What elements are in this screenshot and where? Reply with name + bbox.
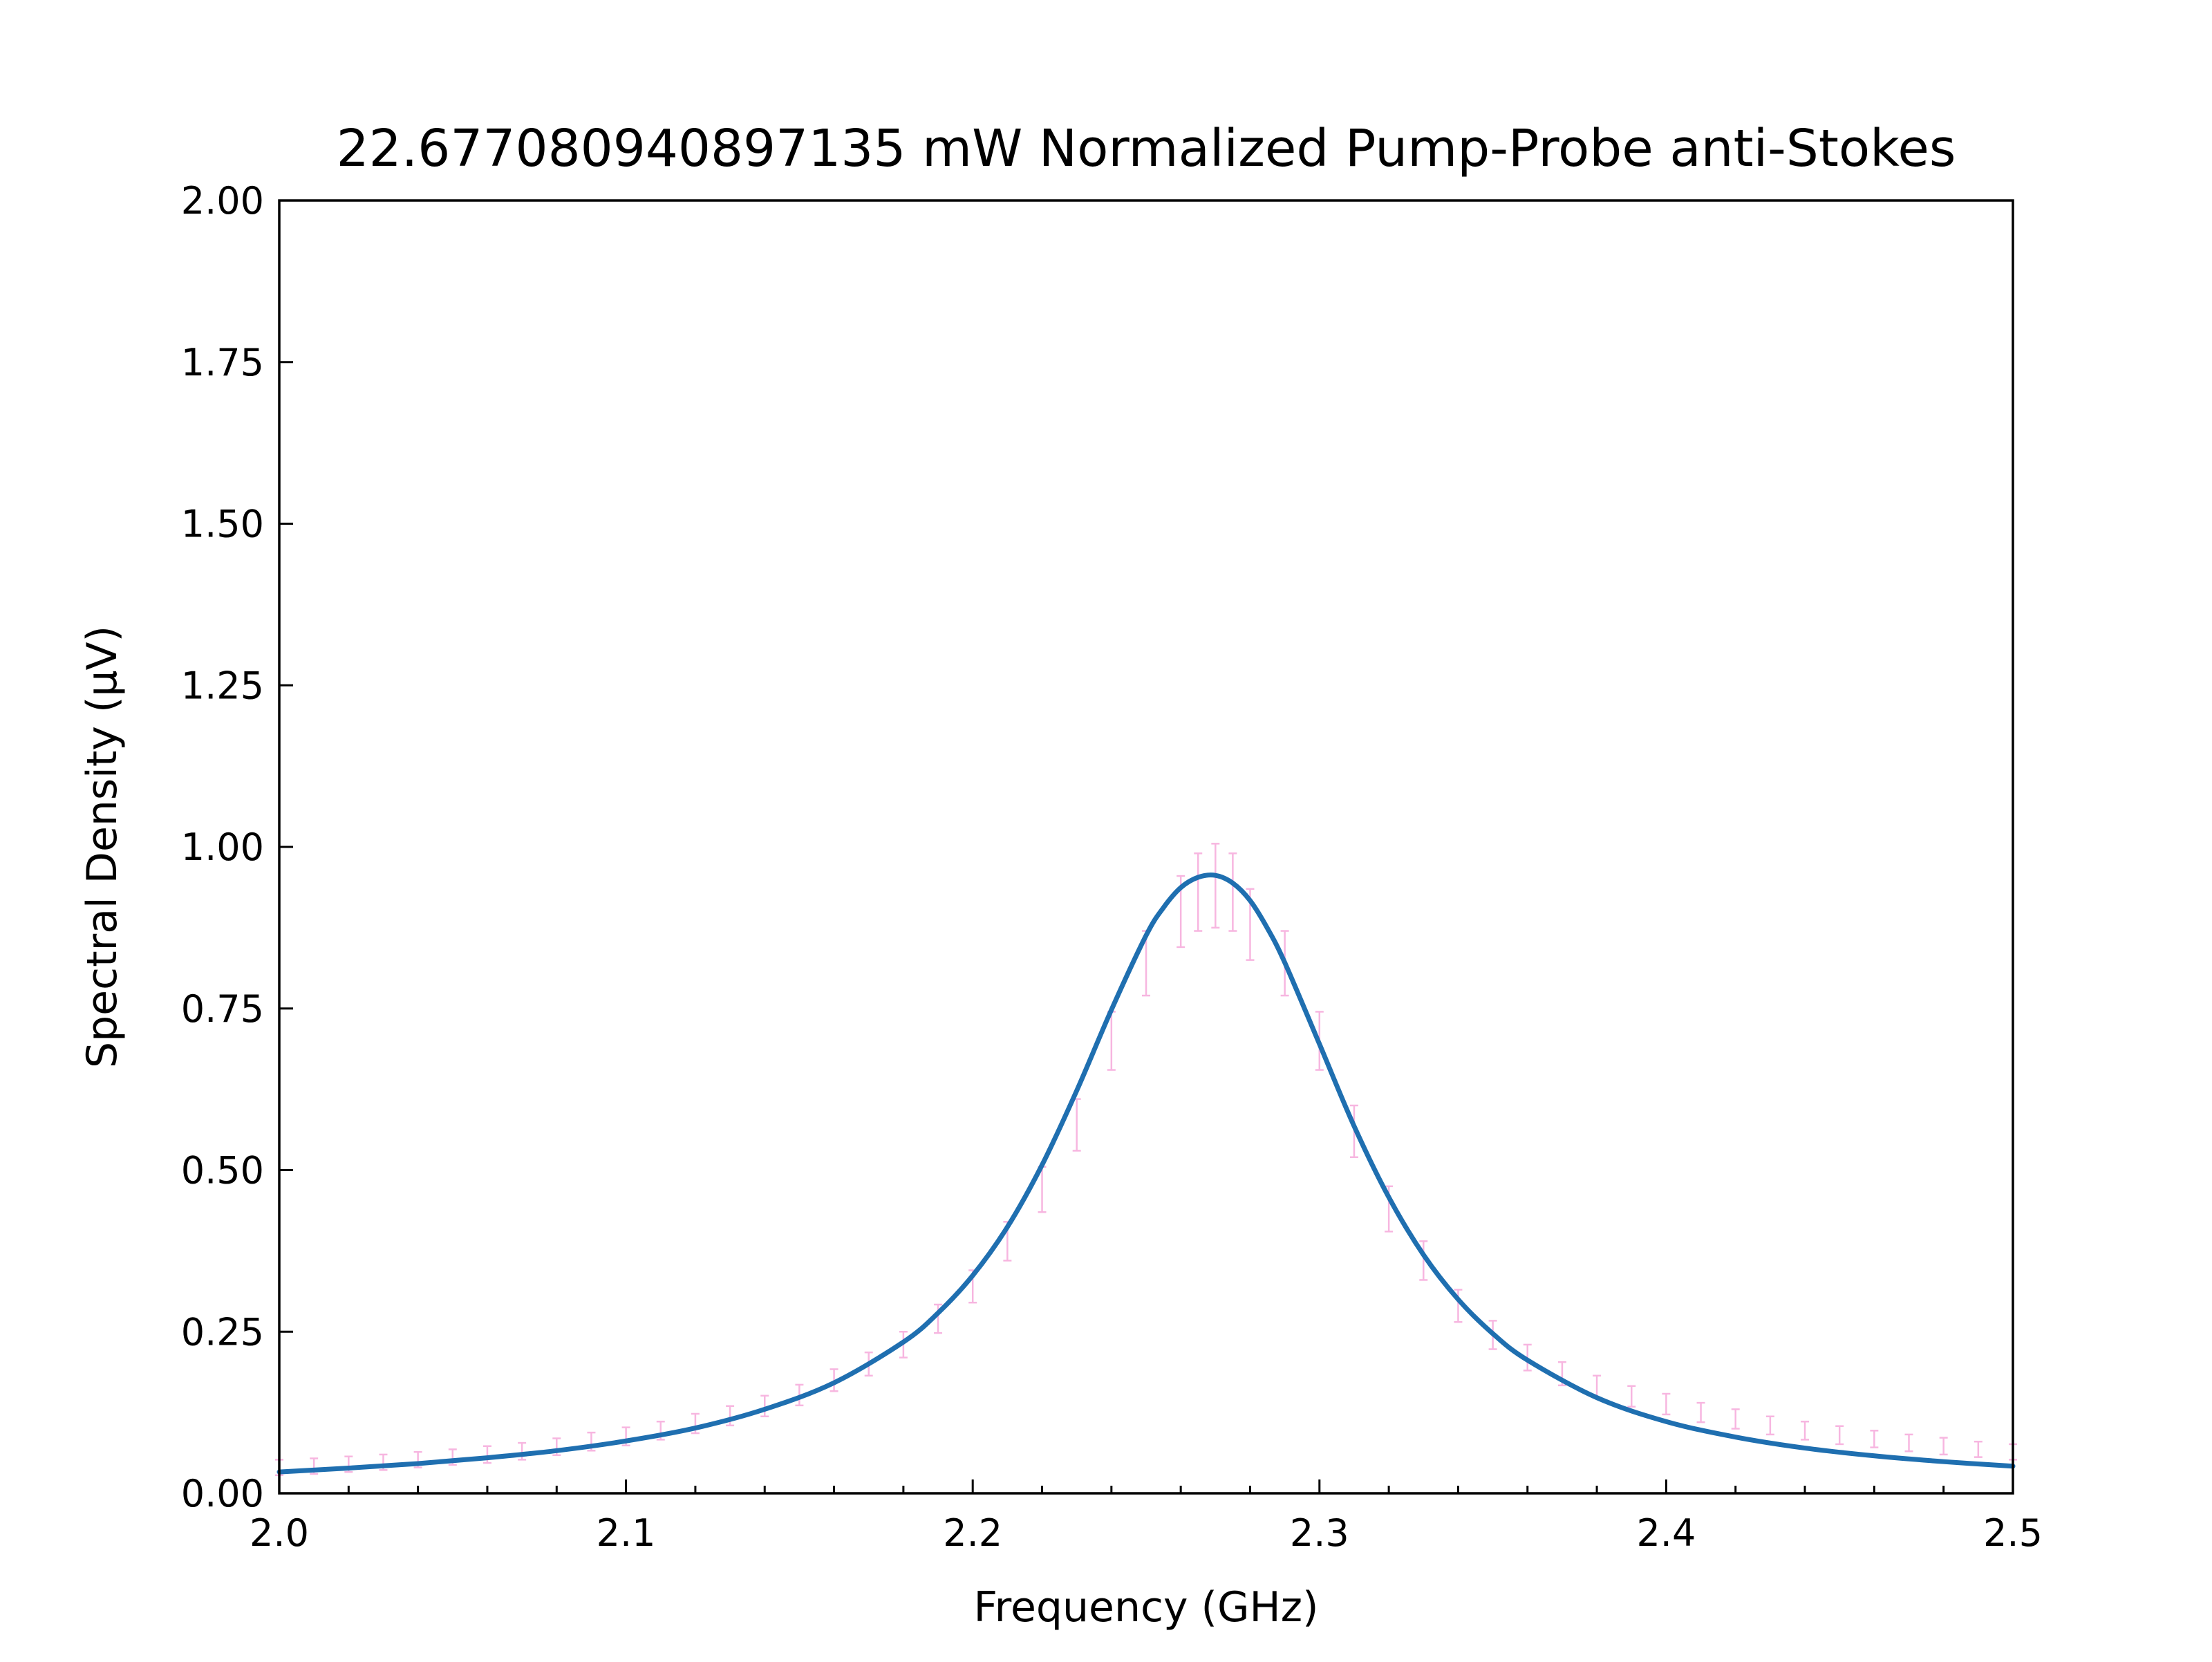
y-tick-label: 0.00 [181,1472,264,1515]
errorbar-point [760,1394,769,1417]
y-tick-label: 0.50 [181,1149,264,1193]
errorbar-point [1228,852,1237,932]
x-tick-label: 2.1 [597,1511,656,1555]
y-tick-label: 1.75 [181,341,264,384]
chart-title: 22.677080940897135 mW Normalized Pump-Pr… [337,119,1956,178]
y-tick-label: 0.75 [181,987,264,1031]
x-tick-label: 2.0 [250,1511,309,1555]
errorbar-point [518,1441,527,1461]
x-tick-label: 2.3 [1290,1511,1349,1555]
errorbar-point [1731,1408,1740,1430]
x-tick-label: 2.2 [943,1511,1002,1555]
fit-curve-line [276,872,2016,1475]
errorbar-point [1696,1401,1705,1423]
x-axis-ticks: 2.0 2.1 2.2 2.3 2.4 2.5 [250,1479,2043,1555]
errorbar-point [1194,852,1203,932]
x-axis-label: Frequency (GHz) [974,1583,1319,1632]
y-tick-label: 0.25 [181,1310,264,1354]
errorbar-point [1904,1433,1913,1453]
errorbar-point [1662,1392,1671,1416]
errorbar-point [1835,1425,1844,1446]
x-tick-label: 2.5 [1983,1511,2043,1555]
errorbar-point [1974,1440,1983,1458]
x-tick-label: 2.4 [1636,1511,1696,1555]
y-tick-label: 1.25 [181,664,264,707]
errorbar-point [1939,1437,1948,1456]
y-tick-label: 2.00 [181,179,264,223]
y-axis-ticks: 0.00 0.25 0.50 0.75 1.00 1.25 1.50 1.75 2.00 [181,179,293,1515]
errorbar-point [1627,1385,1636,1408]
errorbar-point [1419,1240,1428,1281]
errorbar-point [1454,1289,1463,1323]
errorbar-point [1870,1430,1879,1448]
y-tick-label: 1.00 [181,825,264,869]
errorbar-point [1765,1415,1774,1436]
errorbar-point [1801,1420,1810,1441]
errorbar-point [1072,1098,1081,1152]
errorbar-point [1211,843,1220,929]
y-tick-label: 1.50 [181,503,264,546]
errorbar-point [726,1405,735,1427]
plot-frame [278,199,2014,1495]
errorbar-point [934,1303,943,1334]
y-axis-label: Spectral Density (μV) [78,626,126,1068]
